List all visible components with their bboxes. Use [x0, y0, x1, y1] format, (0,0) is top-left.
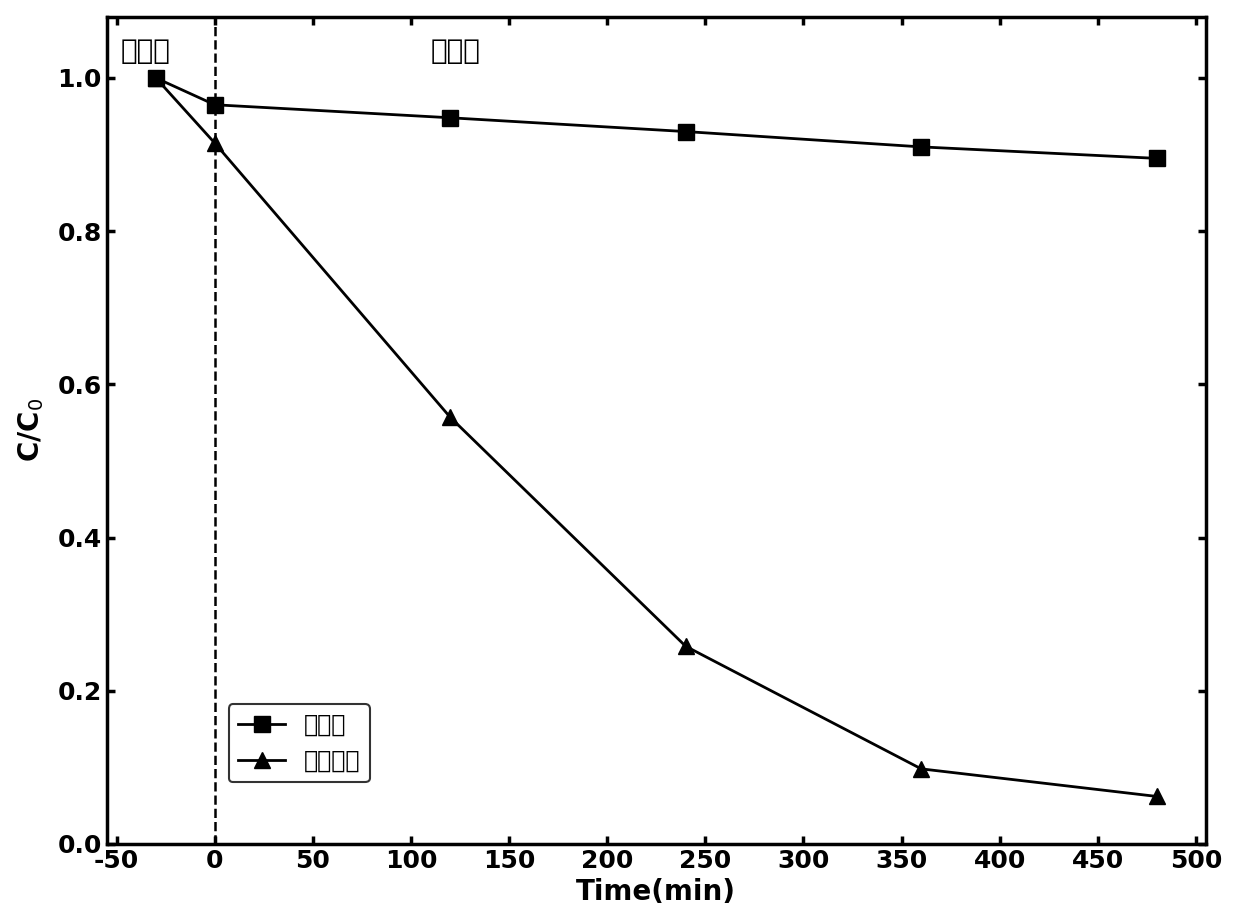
- X-axis label: Time(min): Time(min): [577, 879, 737, 906]
- 陶瓷窐层: [1149, 791, 1164, 802]
- Line: 空白样: 空白样: [149, 70, 1164, 166]
- Line: 陶瓷窐层: 陶瓷窐层: [149, 70, 1164, 804]
- 陶瓷窐层: [207, 138, 222, 149]
- 空白样: [149, 72, 164, 83]
- 陶瓷窐层: [149, 72, 164, 83]
- 陶瓷窐层: [914, 763, 929, 774]
- 陶瓷窐层: [678, 641, 693, 652]
- 空白样: [207, 99, 222, 110]
- 空白样: [1149, 153, 1164, 164]
- 空白样: [443, 113, 458, 124]
- 空白样: [678, 126, 693, 138]
- 空白样: [914, 141, 929, 152]
- Text: 光反应: 光反应: [430, 37, 480, 66]
- Text: 暗反应: 暗反应: [120, 37, 170, 66]
- 陶瓷窐层: [443, 412, 458, 423]
- Y-axis label: C/C$_0$: C/C$_0$: [16, 398, 46, 462]
- Legend: 空白样, 陶瓷窐层: 空白样, 陶瓷窐层: [228, 703, 370, 783]
